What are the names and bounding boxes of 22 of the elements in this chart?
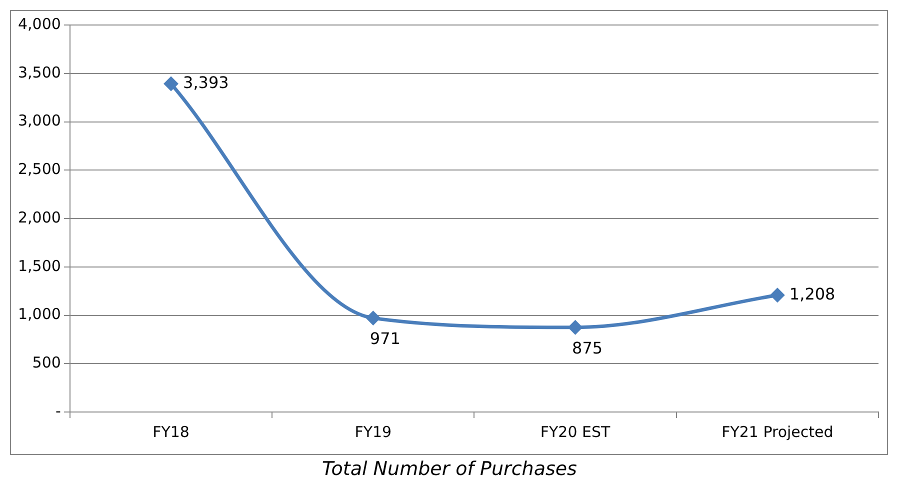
y-tick-label: 500 [32,354,61,372]
y-tick-label: 2,000 [18,208,61,226]
x-tick-label: FY20 EST [540,422,612,441]
x-tick-label: FY19 [354,422,392,441]
y-tick-label: 4,000 [18,14,61,33]
data-label: 1,208 [789,284,836,304]
point [568,320,582,334]
y-tick-label: 2,500 [18,160,61,178]
x-tick-label: FY18 [152,422,190,441]
data-label: 971 [370,329,400,348]
y-tick-label: 3,000 [18,112,61,130]
point [770,288,784,302]
y-tick-label: 1,500 [18,256,61,275]
y-tick-label: 3,500 [18,63,61,82]
y-tick-label: 1,000 [18,305,61,324]
point [164,76,178,90]
data-label: 875 [572,338,603,358]
data-label: 3,393 [183,72,229,92]
point [366,311,380,325]
y-tick-label: - [56,402,61,420]
x-tick-label: FY21 Projected [722,422,834,441]
text: Total Number of Purchases [321,458,578,480]
